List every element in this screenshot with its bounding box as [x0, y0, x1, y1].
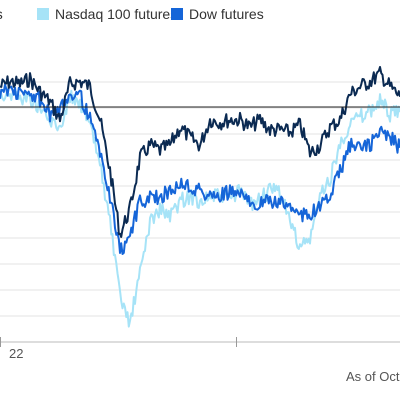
- annotations: 22 As of Oct: [9, 346, 400, 384]
- x-tick-label: 22: [9, 346, 23, 361]
- legend-label-dow: Dow futures: [189, 6, 264, 22]
- series-line-nasdaq: [0, 89, 400, 328]
- series-lines: [0, 66, 400, 328]
- legend-label-nasdaq: Nasdaq 100 futures: [55, 6, 178, 22]
- legend-item-nasdaq: Nasdaq 100 futures: [37, 6, 177, 22]
- x-axis: [0, 337, 400, 347]
- series-line-es: [0, 66, 400, 238]
- legend-swatch-nasdaq: [37, 8, 49, 20]
- as-of-note: As of Oct: [346, 369, 400, 384]
- legend-label-es: es: [0, 6, 3, 22]
- legend-item-es: es: [0, 6, 3, 22]
- legend-swatch-dow: [171, 8, 183, 20]
- series-line-dow: [0, 83, 400, 255]
- gridlines: [0, 81, 400, 317]
- legend-item-dow: Dow futures: [171, 6, 264, 22]
- legend: es Nasdaq 100 futures Dow futures: [0, 6, 400, 28]
